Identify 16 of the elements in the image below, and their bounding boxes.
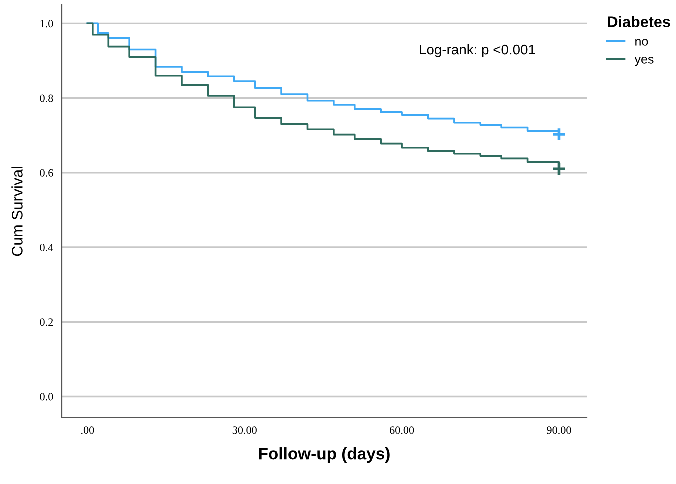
- legend-label: no: [636, 39, 648, 46]
- x-tick-label: .00: [81, 426, 94, 434]
- y-tick-label: 1.0: [40, 20, 54, 28]
- y-tick-label: 0.0: [40, 393, 54, 401]
- legend-label: yes: [634, 56, 654, 66]
- y-axis-title: Cum Survival: [12, 167, 23, 256]
- y-tick-label: 0.2: [40, 318, 54, 326]
- x-tick-label: 90.00: [547, 426, 572, 434]
- annotation: Log-rank: p <0.001: [420, 44, 536, 58]
- y-tick-label: 0.8: [40, 94, 54, 102]
- x-tick-label: 30.00: [232, 426, 257, 434]
- legend-title: Diabetes: [608, 16, 670, 28]
- x-axis-title: Follow-up (days): [259, 448, 390, 464]
- y-tick-label: 0.4: [40, 244, 54, 252]
- x-tick-label: 60.00: [390, 426, 414, 434]
- y-tick-label: 0.6: [40, 169, 54, 177]
